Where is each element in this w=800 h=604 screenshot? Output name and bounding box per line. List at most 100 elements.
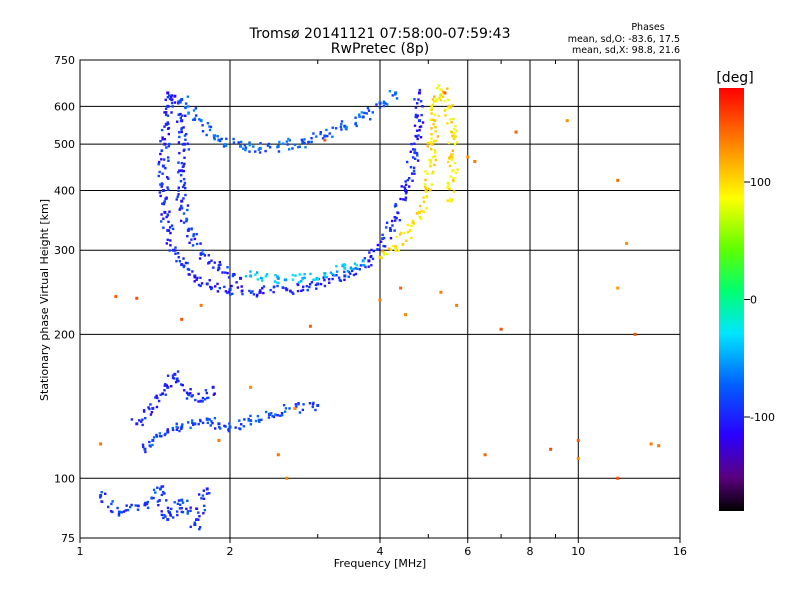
echo-point [335, 270, 339, 273]
x-tick-label: 6 [464, 545, 471, 558]
echo-point [229, 293, 232, 296]
echo-point [319, 282, 323, 286]
echo-point [514, 130, 518, 134]
echo-point [285, 140, 289, 143]
echo-point [307, 140, 310, 144]
echo-point [175, 510, 179, 513]
echo-point [416, 154, 419, 157]
echo-point [399, 197, 402, 201]
echo-point [166, 91, 170, 95]
echo-point [416, 159, 420, 162]
echo-point [407, 185, 411, 188]
echo-point [169, 95, 173, 99]
echo-point [447, 160, 450, 164]
echo-point [272, 290, 275, 294]
y-tick-label: 75 [61, 532, 75, 545]
echo-point [355, 124, 358, 128]
echo-point [343, 278, 346, 282]
echo-point [146, 500, 149, 504]
echo-point [431, 142, 435, 146]
echo-point [186, 499, 189, 503]
echo-point [136, 504, 140, 507]
y-tick-label: 300 [54, 244, 75, 257]
echo-point [234, 426, 237, 429]
echo-point [202, 497, 206, 501]
echo-point [168, 97, 172, 101]
echo-point [164, 110, 168, 114]
echo-point [406, 223, 409, 227]
echo-point [188, 241, 191, 245]
echo-point [436, 135, 440, 138]
y-axis-label: Stationary phase Virtual Height [km] [38, 199, 51, 401]
echo-point [421, 105, 424, 108]
echo-point [275, 275, 279, 278]
echo-point [420, 209, 423, 213]
echo-point [302, 285, 305, 288]
echo-point [389, 236, 393, 240]
echo-point [256, 278, 260, 281]
echo-point [235, 281, 238, 284]
echo-point [182, 142, 186, 146]
echo-point [448, 187, 451, 191]
echo-point [197, 518, 200, 521]
echo-point [166, 506, 170, 510]
echo-point [410, 236, 413, 240]
y-tick-label: 200 [54, 328, 75, 341]
echo-point [410, 172, 414, 175]
echo-point [281, 142, 285, 145]
echo-point [425, 207, 428, 210]
echo-point [255, 271, 259, 274]
echo-point [316, 277, 320, 281]
echo-point [429, 140, 433, 144]
x-tick-label: 2 [227, 545, 234, 558]
echo-point [249, 291, 253, 294]
echo-point [184, 193, 187, 197]
echo-point [410, 142, 413, 146]
echo-point [450, 121, 453, 124]
echo-point [186, 204, 190, 207]
echo-point [393, 93, 397, 96]
echo-point [186, 208, 189, 212]
echo-point [213, 261, 216, 264]
echo-point [179, 173, 183, 177]
echo-point [340, 128, 343, 131]
echo-point [431, 103, 435, 107]
echo-point [378, 255, 382, 259]
echo-point [180, 425, 184, 429]
echo-point [209, 285, 212, 289]
echo-point [331, 126, 334, 129]
echo-point [151, 443, 154, 447]
echo-point [196, 276, 199, 280]
echo-point [447, 141, 451, 145]
echo-point [616, 476, 620, 480]
echo-point [149, 403, 152, 406]
echo-point [227, 276, 231, 279]
echo-point [177, 189, 180, 192]
echo-point [434, 100, 438, 103]
echo-point [249, 414, 252, 418]
echo-point [199, 418, 202, 422]
echo-point [424, 170, 427, 173]
echo-point [161, 138, 164, 141]
echo-point [166, 186, 169, 189]
echo-point [376, 243, 380, 247]
echo-point [412, 221, 415, 225]
echo-point [179, 207, 182, 210]
echo-point [385, 221, 389, 224]
echo-point [448, 157, 451, 160]
echo-point [189, 509, 192, 512]
echo-point [405, 239, 408, 242]
echo-point [397, 249, 400, 252]
echo-point [363, 111, 366, 115]
echo-point [180, 317, 184, 321]
echo-point [239, 140, 243, 144]
echo-point [193, 422, 197, 426]
echo-point [388, 90, 392, 93]
echo-point [315, 135, 318, 138]
echo-point [247, 419, 250, 422]
echo-point [182, 265, 185, 269]
echo-point [125, 504, 128, 507]
echo-point [116, 506, 119, 510]
echo-point [165, 384, 169, 387]
echo-point [238, 419, 241, 422]
